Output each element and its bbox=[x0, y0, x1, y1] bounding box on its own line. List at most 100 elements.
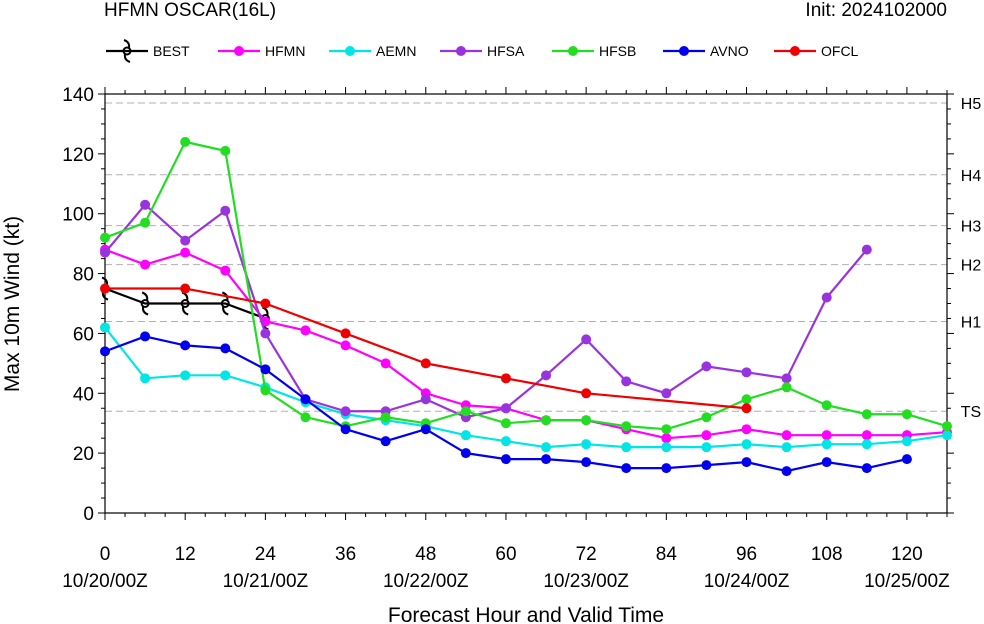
legend-label: HFSA bbox=[487, 43, 525, 59]
data-point bbox=[821, 430, 832, 441]
data-point bbox=[661, 463, 672, 474]
data-point bbox=[901, 409, 912, 420]
data-point bbox=[901, 436, 912, 447]
data-point bbox=[100, 283, 110, 294]
data-point bbox=[581, 415, 592, 426]
data-point bbox=[100, 346, 110, 357]
data-point bbox=[420, 424, 431, 435]
y-axis-label: Max 10m Wind (kt) bbox=[1, 216, 24, 392]
legend-label: AVNO bbox=[710, 43, 749, 59]
data-point bbox=[861, 409, 872, 420]
data-point bbox=[541, 415, 552, 426]
x-tick-label: 84 bbox=[656, 544, 678, 565]
data-point bbox=[741, 439, 752, 450]
series-avno bbox=[100, 331, 912, 477]
series-line bbox=[104, 140, 948, 431]
legend-item-hfsa: HFSA bbox=[440, 43, 525, 59]
x-tick-label: 96 bbox=[736, 544, 757, 565]
data-point bbox=[942, 421, 952, 432]
data-point bbox=[541, 454, 552, 465]
data-point bbox=[140, 259, 151, 270]
series-ofcl bbox=[100, 283, 752, 414]
hurricane-arm bbox=[123, 53, 131, 63]
data-point bbox=[220, 343, 231, 354]
data-point bbox=[220, 145, 231, 156]
plot-border bbox=[104, 93, 948, 514]
data-point bbox=[260, 298, 271, 309]
legend-label: HFMN bbox=[265, 43, 305, 59]
data-point bbox=[621, 463, 632, 474]
y-tick-label: 140 bbox=[62, 85, 94, 106]
date-tick-label: 10/25/00Z bbox=[864, 571, 950, 592]
data-point bbox=[260, 328, 271, 339]
hurricane-arm bbox=[182, 306, 189, 316]
data-point bbox=[661, 388, 672, 399]
intensity-thresholds: TS H1 H2 H3 H4 H5 bbox=[105, 96, 981, 421]
series-line bbox=[105, 287, 747, 410]
series-hfsa bbox=[100, 199, 872, 423]
y-tick-label: 120 bbox=[62, 145, 94, 166]
hurricane-arm bbox=[222, 306, 229, 316]
data-point bbox=[380, 412, 391, 423]
data-point bbox=[380, 358, 391, 369]
y-tick-label: 80 bbox=[73, 265, 94, 286]
legend-marker bbox=[234, 46, 244, 56]
series-line bbox=[104, 248, 948, 440]
data-point bbox=[220, 370, 231, 381]
threshold-label: H4 bbox=[961, 168, 982, 185]
data-point bbox=[781, 373, 792, 384]
legend-label: AEMN bbox=[376, 43, 416, 59]
hurricane-core bbox=[122, 46, 132, 56]
legend-marker bbox=[790, 46, 800, 56]
data-point bbox=[300, 394, 311, 405]
hurricane-arm bbox=[123, 39, 131, 49]
y-tick-label: 60 bbox=[73, 324, 94, 345]
data-point bbox=[460, 430, 471, 441]
y-tick-label: 0 bbox=[83, 504, 94, 525]
data-point bbox=[260, 385, 271, 396]
legend-marker bbox=[568, 46, 578, 56]
data-point bbox=[140, 199, 151, 210]
chart-title: HFMN OSCAR(16L) bbox=[104, 0, 276, 21]
data-point bbox=[701, 460, 712, 471]
x-tick-label: 48 bbox=[415, 544, 436, 565]
x-tick-label: 0 bbox=[100, 544, 111, 565]
data-point bbox=[821, 439, 832, 450]
x-tick-label: 108 bbox=[811, 544, 843, 565]
legend-label: HFSB bbox=[599, 43, 636, 59]
data-point bbox=[100, 322, 110, 333]
data-point bbox=[821, 292, 832, 303]
plot-frame bbox=[104, 93, 948, 514]
hurricane-core bbox=[180, 299, 190, 308]
legend-label: OFCL bbox=[821, 43, 859, 59]
data-point bbox=[861, 430, 872, 441]
data-point bbox=[140, 291, 150, 316]
data-point bbox=[140, 331, 151, 342]
data-point bbox=[180, 235, 191, 246]
threshold-label: H2 bbox=[961, 258, 982, 275]
y-tick-label: 100 bbox=[62, 205, 94, 226]
date-tick-label: 10/23/00Z bbox=[543, 571, 629, 592]
data-point bbox=[861, 439, 872, 450]
data-point bbox=[500, 436, 511, 447]
series-line bbox=[104, 203, 868, 419]
data-point bbox=[781, 442, 792, 453]
x-tick-label: 24 bbox=[255, 544, 277, 565]
data-point bbox=[701, 430, 712, 441]
x-tick-label: 36 bbox=[335, 544, 356, 565]
data-point bbox=[340, 406, 351, 417]
data-point bbox=[861, 463, 872, 474]
date-tick-label: 10/20/00Z bbox=[62, 571, 148, 592]
data-point bbox=[500, 454, 511, 465]
threshold-label: H1 bbox=[961, 314, 982, 331]
data-point bbox=[420, 394, 431, 405]
hurricane-core bbox=[220, 299, 230, 308]
legend-item-ofcl: OFCL bbox=[774, 43, 859, 59]
data-point bbox=[500, 373, 511, 384]
data-point bbox=[741, 424, 752, 435]
date-tick-label: 10/21/00Z bbox=[223, 571, 309, 592]
legend-item-hfmn: HFMN bbox=[218, 43, 305, 59]
data-point bbox=[260, 364, 271, 375]
data-point bbox=[180, 340, 191, 351]
